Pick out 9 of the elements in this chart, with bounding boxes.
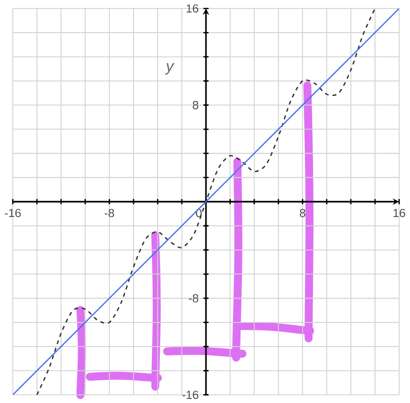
x-tick-label: 8 [300,208,306,217]
y-tick-label: 8 [192,100,198,110]
x-tick-label: 16 [394,208,406,217]
y-tick-label: 16 [186,4,198,12]
y-tick-label: -8 [188,294,198,302]
x-tick-label: -16 [4,208,21,217]
x-tick-label: -8 [104,208,114,217]
y-axis-title: y [164,62,174,74]
y-tick-label: -16 [182,390,198,399]
